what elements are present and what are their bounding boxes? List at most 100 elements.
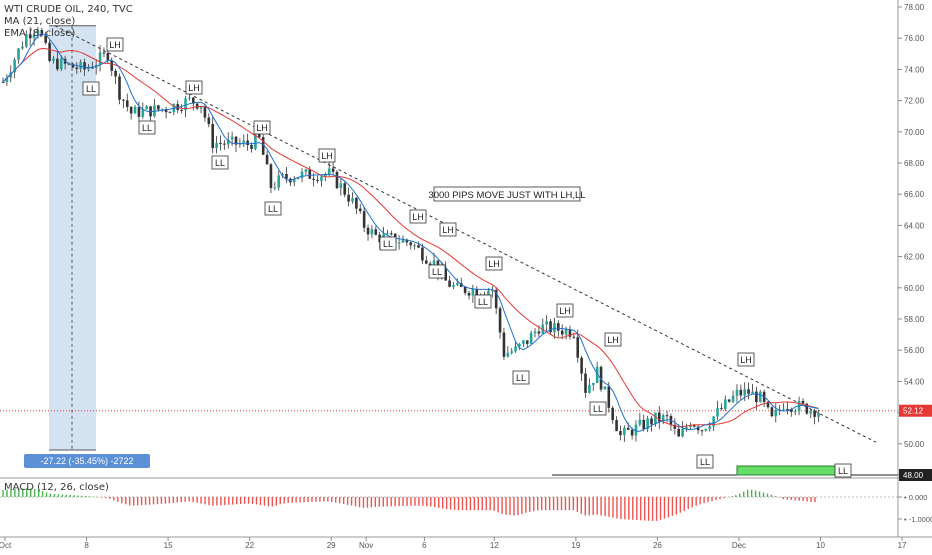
candle-body	[584, 373, 587, 393]
candle-body	[230, 136, 234, 140]
candle-body	[281, 173, 284, 176]
ll-label-box	[512, 370, 530, 385]
candle-body	[327, 168, 331, 175]
candle-body	[498, 308, 502, 333]
candle-body	[242, 140, 246, 144]
ema-line	[2, 33, 819, 432]
candle-body	[246, 140, 249, 146]
candle-body	[56, 58, 59, 70]
candle-body	[654, 412, 657, 425]
candle-body	[615, 420, 618, 432]
candle-body	[514, 346, 517, 352]
y-tick-label: 70.00	[904, 128, 925, 137]
ma-layer	[2, 33, 819, 432]
candle-body	[533, 331, 537, 334]
candle-body	[704, 428, 708, 431]
candle-body	[661, 415, 665, 422]
candle-body	[553, 323, 556, 333]
ll-label: LL	[383, 239, 393, 249]
candle-body	[607, 386, 611, 408]
candle-body	[339, 183, 343, 189]
candle-body	[642, 419, 646, 430]
candle-body	[413, 245, 416, 247]
candle-body	[409, 242, 413, 246]
candle-body	[59, 58, 63, 70]
y-tick-label: 66.00	[904, 190, 925, 199]
ll-label: LL	[516, 373, 526, 383]
candle-body	[351, 197, 354, 202]
candle-body	[366, 227, 370, 235]
candle-body	[234, 136, 238, 145]
candle-body	[335, 171, 339, 189]
candle-body	[304, 169, 308, 172]
candle-body	[696, 426, 700, 431]
candle-body	[599, 366, 603, 390]
candle-body	[44, 35, 48, 43]
x-tick-label: 10	[816, 541, 825, 550]
candle-body	[397, 242, 401, 244]
candle-body	[720, 408, 723, 410]
candle-body	[75, 67, 79, 69]
ll-label: LL	[215, 158, 225, 168]
candle-body	[564, 329, 568, 335]
lh-label-box	[106, 37, 124, 52]
y-tick-label: 60.00	[904, 284, 925, 293]
candle-body	[223, 143, 226, 145]
candle-body	[809, 410, 813, 414]
x-tick-label: 17	[898, 541, 907, 550]
ll-label: LL	[478, 297, 488, 307]
candle-body	[685, 427, 688, 429]
candle-body	[708, 426, 712, 429]
macd-layer	[0, 488, 898, 522]
candle-body	[665, 415, 669, 417]
candle-body	[390, 233, 393, 235]
lh-label: LH	[412, 212, 424, 222]
candle-body	[52, 58, 55, 61]
candle-body	[444, 268, 447, 281]
candle-body	[71, 63, 75, 68]
candle-body	[491, 289, 494, 291]
candle-body	[731, 395, 735, 402]
candle-body	[36, 30, 40, 35]
candle-body	[347, 194, 350, 202]
candle-body	[421, 247, 424, 261]
macd-tick-label: • -1.0000	[904, 515, 932, 524]
ll-label-box	[211, 155, 229, 170]
candle-body	[296, 177, 300, 179]
candle-body	[184, 98, 187, 111]
candle-body	[102, 52, 106, 54]
x-tick-label: Dec	[732, 541, 746, 550]
candle-body	[25, 34, 28, 47]
candle-body	[580, 357, 583, 374]
candle-body	[456, 283, 459, 285]
candle-body	[452, 284, 455, 287]
candle-body	[207, 117, 211, 125]
candle-body	[219, 142, 222, 144]
candle-body	[471, 288, 475, 296]
ll-label: LL	[700, 457, 710, 467]
candle-body	[424, 260, 428, 264]
candle-body	[502, 332, 506, 357]
candle-body	[164, 109, 168, 113]
ll-label-box	[82, 81, 100, 96]
candle-body	[739, 389, 743, 396]
candle-body	[712, 416, 715, 427]
candle-body	[180, 109, 183, 111]
candle-body	[312, 178, 315, 180]
candle-body	[1, 81, 5, 83]
candle-body	[529, 333, 533, 344]
candle-body	[727, 399, 731, 402]
candle-body	[817, 412, 820, 417]
ll-label-box	[474, 294, 492, 309]
candle-body	[657, 412, 661, 422]
y-tick-label: 50.00	[904, 440, 925, 449]
candle-body	[114, 70, 117, 77]
candle-body	[689, 425, 692, 428]
y-tick-label: 76.00	[904, 34, 925, 43]
candle-body	[386, 233, 389, 235]
macd-legend: MACD (12, 26, close)	[4, 482, 109, 493]
candle-body	[285, 173, 288, 179]
symbol-title: WTI CRUDE OIL, 240, TVC	[4, 4, 133, 15]
